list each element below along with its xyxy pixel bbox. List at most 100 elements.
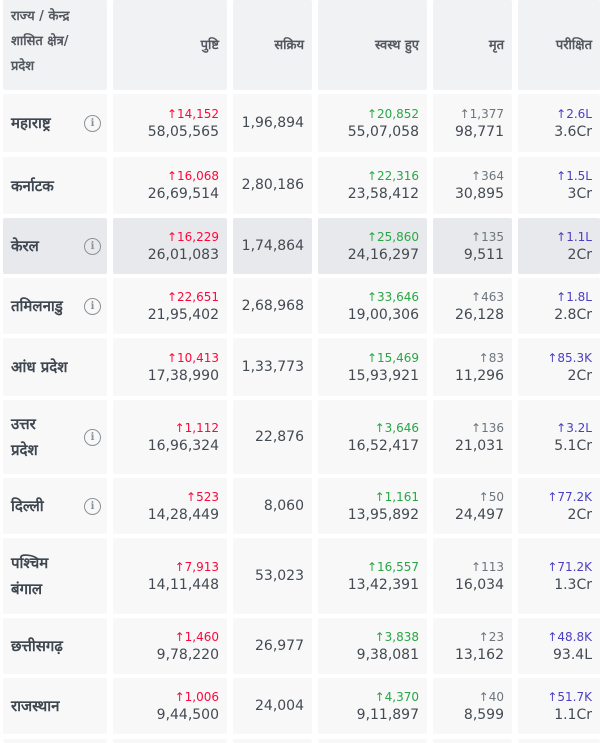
deceased-value: 8,599 xyxy=(463,706,504,723)
active-value: 1,33,773 xyxy=(241,358,304,375)
active-cell: 8,060 xyxy=(233,478,312,534)
recovered-cell: ↑22,316 23,58,412 xyxy=(318,157,427,214)
tested-delta: ↑1.5L xyxy=(556,169,592,183)
state-name: कर्नाटक xyxy=(11,176,54,195)
recovered-delta: ↑4,370 xyxy=(374,689,419,704)
state-cell[interactable]: छत्तीसगढ़ xyxy=(3,618,107,674)
confirmed-delta: ↑16,229 xyxy=(166,229,219,244)
state-cell[interactable]: तमिलनाडु i xyxy=(3,278,107,334)
state-cell[interactable]: उत्तर प्रदेश i xyxy=(3,400,107,474)
info-icon[interactable]: i xyxy=(84,114,101,132)
deceased-delta: ↑364 xyxy=(471,169,504,183)
deceased-value: 13,162 xyxy=(455,646,504,663)
confirmed-value: 9,78,220 xyxy=(156,646,219,663)
recovered-cell: ↑20,852 55,07,058 xyxy=(318,94,427,152)
state-cell[interactable]: कर्नाटक xyxy=(3,157,107,214)
state-cell[interactable]: पश्चिम बंगाल xyxy=(3,538,107,614)
tested-delta: ↑51.7K xyxy=(547,689,592,704)
deceased-value: 11,296 xyxy=(455,367,504,384)
state-name: पश्चिम बंगाल xyxy=(11,554,49,598)
header-confirmed[interactable]: पुष्टि xyxy=(113,0,227,90)
state-cell-content: उत्तर प्रदेश i xyxy=(11,411,101,463)
header-state[interactable]: राज्य / केन्द्र शासित क्षेत्र/ प्रदेश xyxy=(3,0,107,90)
active-value: 1,96,894 xyxy=(241,114,304,131)
recovered-cell: ↑1,161 13,95,892 xyxy=(318,478,427,534)
state-cell-content: दिल्ली i xyxy=(11,493,101,519)
state-cell[interactable]: दिल्ली i xyxy=(3,478,107,534)
recovered-delta: ↑3,838 xyxy=(374,629,419,644)
state-cell[interactable]: महाराष्ट्र i xyxy=(3,94,107,152)
tested-value: 93.4L xyxy=(553,646,592,663)
confirmed-cell: ↑1,112 16,96,324 xyxy=(113,400,227,474)
confirmed-delta: ↑523 xyxy=(186,489,219,504)
deceased-value: 9,511 xyxy=(463,246,504,263)
header-recovered-label: स्वस्थ हुए xyxy=(374,37,419,53)
recovered-delta: ↑20,852 xyxy=(366,106,419,121)
active-value: 1,74,864 xyxy=(241,237,304,254)
recovered-cell: ↑4,370 9,11,897 xyxy=(318,678,427,734)
info-icon[interactable]: i xyxy=(84,428,101,446)
recovered-delta: ↑3,646 xyxy=(374,420,419,435)
recovered-delta: ↑1,161 xyxy=(374,489,419,504)
confirmed-value: 26,69,514 xyxy=(147,186,219,202)
header-active-label: सक्रिय xyxy=(274,37,304,53)
next-row-cell xyxy=(433,739,512,743)
tested-cell: ↑3.2L 5.1Cr xyxy=(518,400,600,474)
tested-cell: ↑77.2K 2Cr xyxy=(518,478,600,534)
header-recovered[interactable]: स्वस्थ हुए xyxy=(318,0,427,90)
deceased-delta: ↑1,377 xyxy=(459,106,504,121)
recovered-value: 23,58,412 xyxy=(347,186,419,202)
active-cell: 2,68,968 xyxy=(233,278,312,334)
active-value: 2,68,968 xyxy=(241,297,304,314)
next-row-cell xyxy=(3,739,107,743)
info-icon[interactable]: i xyxy=(84,497,101,515)
recovered-delta: ↑15,469 xyxy=(366,350,419,365)
recovered-cell: ↑15,469 15,93,921 xyxy=(318,338,427,396)
info-icon[interactable]: i xyxy=(84,237,101,255)
confirmed-delta: ↑1,112 xyxy=(174,420,219,435)
next-row-cell xyxy=(233,739,312,743)
state-cell[interactable]: राजस्थान xyxy=(3,678,107,734)
recovered-value: 9,11,897 xyxy=(356,706,419,723)
header-deceased[interactable]: मृत xyxy=(433,0,512,90)
deceased-cell: ↑40 8,599 xyxy=(433,678,512,734)
active-cell: 53,023 xyxy=(233,538,312,614)
recovered-value: 55,07,058 xyxy=(347,123,419,140)
tested-value: 3.6Cr xyxy=(554,123,592,140)
recovered-cell: ↑3,838 9,38,081 xyxy=(318,618,427,674)
tested-cell: ↑85.3K 2Cr xyxy=(518,338,600,396)
deceased-delta: ↑135 xyxy=(471,229,504,244)
state-name: राजस्थान xyxy=(11,697,60,715)
confirmed-cell: ↑523 14,28,449 xyxy=(113,478,227,534)
info-icon[interactable]: i xyxy=(84,297,101,315)
deceased-delta: ↑50 xyxy=(478,489,504,504)
header-tested[interactable]: परीक्षित xyxy=(518,0,600,90)
state-cell[interactable]: केरल i xyxy=(3,218,107,274)
tested-value: 1.1Cr xyxy=(554,706,592,723)
deceased-value: 26,128 xyxy=(455,306,504,323)
active-cell: 26,977 xyxy=(233,618,312,674)
recovered-cell: ↑16,557 13,42,391 xyxy=(318,538,427,614)
state-cell-content: केरल i xyxy=(11,233,101,259)
tested-delta: ↑77.2K xyxy=(547,489,592,504)
header-active[interactable]: सक्रिय xyxy=(233,0,312,90)
tested-delta: ↑1.8L xyxy=(556,289,592,304)
confirmed-cell: ↑16,229 26,01,083 xyxy=(113,218,227,274)
recovered-value: 9,38,081 xyxy=(356,646,419,663)
state-cell-content: पश्चिम बंगाल xyxy=(11,550,101,602)
active-cell: 1,96,894 xyxy=(233,94,312,152)
state-name: छत्तीसगढ़ xyxy=(11,637,63,655)
confirmed-delta: ↑7,913 xyxy=(174,559,219,574)
tested-value: 2.8Cr xyxy=(554,306,592,323)
confirmed-cell: ↑1,460 9,78,220 xyxy=(113,618,227,674)
state-cell[interactable]: आंध प्रदेश xyxy=(3,338,107,396)
confirmed-delta: ↑10,413 xyxy=(166,350,219,365)
recovered-cell: ↑25,860 24,16,297 xyxy=(318,218,427,274)
confirmed-cell: ↑10,413 17,38,990 xyxy=(113,338,227,396)
state-cell-content: राजस्थान xyxy=(11,693,101,719)
deceased-delta: ↑83 xyxy=(478,350,504,365)
active-cell: 1,33,773 xyxy=(233,338,312,396)
tested-delta: ↑3.2L xyxy=(556,420,592,435)
state-cell-content: आंध प्रदेश xyxy=(11,354,101,380)
header-confirmed-label: पुष्टि xyxy=(200,37,219,53)
